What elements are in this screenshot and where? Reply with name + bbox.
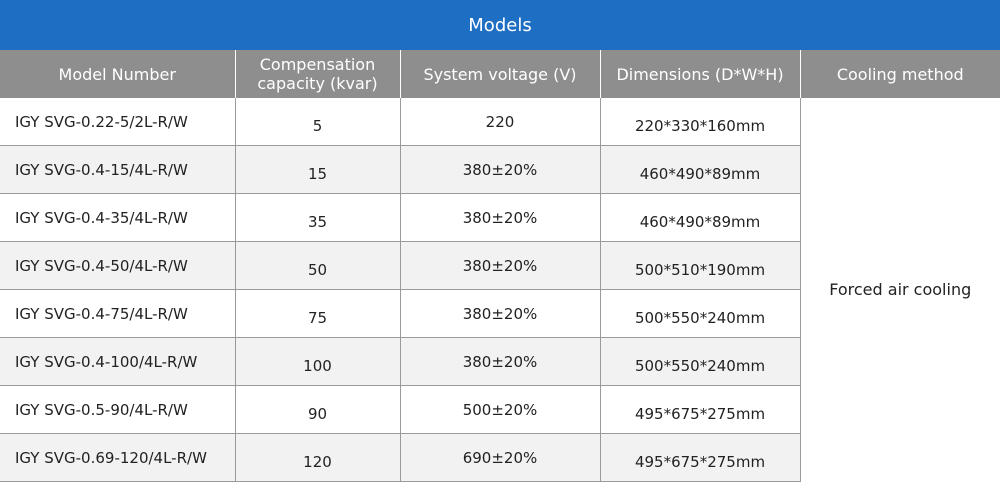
dimensions-value: 500*510*190mm [634, 260, 766, 279]
dimensions-value: 220*330*160mm [634, 116, 766, 135]
capacity-value: 90 [307, 404, 328, 423]
cell-dimensions: 500*550*240mm [599, 337, 800, 386]
cell-voltage: 380±20% [399, 337, 600, 386]
table-row: IGY SVG-0.69-120/4L-R/W 120 690±20% 495*… [0, 433, 1000, 482]
header-capacity-line2: capacity (kvar) [257, 74, 378, 93]
cell-dimensions: 495*675*275mm [599, 385, 800, 434]
header-dimensions: Dimensions (D*W*H) [599, 50, 801, 98]
cell-dimensions: 460*490*89mm [599, 145, 800, 194]
cell-model: IGY SVG-0.5-90/4L-R/W [0, 385, 235, 434]
cell-voltage: 380±20% [399, 145, 600, 194]
cell-model: IGY SVG-0.4-35/4L-R/W [0, 193, 235, 242]
cell-model: IGY SVG-0.4-15/4L-R/W [0, 145, 235, 194]
cell-dimensions: 460*490*89mm [599, 193, 800, 242]
dimensions-value: 460*490*89mm [639, 164, 761, 183]
table-row: IGY SVG-0.4-50/4L-R/W 50 380±20% 500*510… [0, 241, 1000, 290]
capacity-value: 35 [307, 212, 328, 231]
cell-cooling-method: Forced air cooling [799, 98, 1000, 482]
capacity-value: 15 [307, 164, 328, 183]
dimensions-value: 500*550*240mm [634, 356, 766, 375]
capacity-value: 50 [307, 260, 328, 279]
cell-voltage: 380±20% [399, 193, 600, 242]
cell-voltage: 380±20% [399, 241, 600, 290]
table-row: IGY SVG-0.22-5/2L-R/W 5 220 220*330*160m… [0, 98, 1000, 482]
header-capacity-line1: Compensation [259, 55, 376, 74]
header-model-number: Model Number [0, 50, 236, 98]
dimensions-value: 500*550*240mm [634, 308, 766, 327]
cell-capacity: 5 [234, 98, 400, 146]
cell-voltage: 500±20% [399, 385, 600, 434]
cell-capacity: 50 [234, 241, 400, 290]
table-row: IGY SVG-0.4-100/4L-R/W 100 380±20% 500*5… [0, 337, 1000, 386]
cell-capacity: 120 [234, 433, 400, 482]
cell-voltage: 690±20% [399, 433, 600, 482]
cell-dimensions: 500*550*240mm [599, 289, 800, 338]
cell-capacity: 35 [234, 193, 400, 242]
models-table: Model Number Compensation capacity (kvar… [0, 50, 1000, 482]
cell-model: IGY SVG-0.4-75/4L-R/W [0, 289, 235, 338]
cell-model: IGY SVG-0.69-120/4L-R/W [0, 433, 235, 482]
cell-capacity: 100 [234, 337, 400, 386]
dimensions-value: 460*490*89mm [639, 212, 761, 231]
table-row: IGY SVG-0.4-15/4L-R/W 15 380±20% 460*490… [0, 145, 1000, 194]
cell-voltage: 220 [399, 98, 600, 146]
header-compensation-capacity: Compensation capacity (kvar) [234, 50, 401, 98]
table-title: Models [0, 0, 1000, 50]
capacity-value: 5 [312, 116, 323, 135]
cell-capacity: 15 [234, 145, 400, 194]
capacity-value: 100 [303, 356, 332, 375]
cell-model: IGY SVG-0.4-100/4L-R/W [0, 337, 235, 386]
dimensions-value: 495*675*275mm [634, 404, 766, 423]
header-system-voltage: System voltage (V) [399, 50, 601, 98]
capacity-value: 120 [303, 452, 332, 471]
cell-dimensions: 495*675*275mm [599, 433, 800, 482]
cell-dimensions: 500*510*190mm [599, 241, 800, 290]
cell-dimensions: 220*330*160mm [599, 98, 800, 146]
cell-model: IGY SVG-0.22-5/2L-R/W [0, 98, 235, 146]
cell-model: IGY SVG-0.4-50/4L-R/W [0, 241, 235, 290]
capacity-value: 75 [307, 308, 328, 327]
cell-capacity: 75 [234, 289, 400, 338]
table-row: IGY SVG-0.5-90/4L-R/W 90 500±20% 495*675… [0, 385, 1000, 434]
table-row: IGY SVG-0.4-75/4L-R/W 75 380±20% 500*550… [0, 289, 1000, 338]
cell-capacity: 90 [234, 385, 400, 434]
table-row: IGY SVG-0.4-35/4L-R/W 35 380±20% 460*490… [0, 193, 1000, 242]
cell-voltage: 380±20% [399, 289, 600, 338]
header-cooling-method: Cooling method [799, 50, 1000, 98]
header-row: Model Number Compensation capacity (kvar… [0, 50, 1000, 98]
dimensions-value: 495*675*275mm [634, 452, 766, 471]
